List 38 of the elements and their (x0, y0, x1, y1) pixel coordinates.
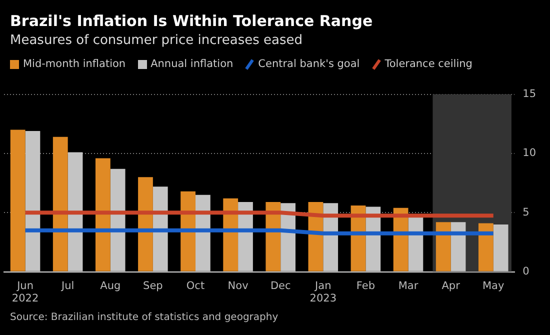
source-note: Source: Brazilian institute of statistics and geography (10, 312, 278, 323)
y-tick-label: 0 (522, 266, 530, 278)
x-tick-label: May (482, 280, 504, 292)
bar (10, 130, 26, 272)
bar (436, 222, 451, 272)
legend-label: Annual inflation (150, 58, 234, 70)
legend-label: Central bank's goal (258, 58, 360, 70)
bar (478, 223, 494, 272)
bar (25, 130, 40, 272)
y-tick-label: 5 (522, 206, 530, 218)
x-tick-label: Dec (270, 280, 291, 292)
bar (493, 224, 508, 272)
bar (52, 136, 68, 272)
x-tick-label: Apr (442, 280, 461, 292)
x-tick-label: Sep (143, 280, 164, 292)
bar (138, 177, 153, 272)
y-tick-label: 15 (522, 88, 536, 100)
x-tick-label: Jul (60, 280, 74, 292)
bar (408, 217, 424, 272)
x-tick-label: Jan 2023 (310, 280, 337, 304)
bar (152, 186, 168, 272)
x-tick-label: Feb (356, 280, 376, 292)
bar (180, 191, 196, 272)
x-tick-label: Oct (186, 280, 205, 292)
x-tick-label: Jun 2022 (12, 280, 39, 304)
x-tick-label: Aug (100, 280, 121, 292)
bar (110, 168, 126, 272)
bar (450, 222, 466, 272)
bar (68, 152, 83, 272)
y-tick-label: 10 (522, 147, 536, 160)
x-tick-label: Mar (398, 280, 419, 292)
bar (95, 158, 110, 272)
x-tick-label: Nov (228, 280, 248, 292)
chart-subtitle: Measures of consumer price increases eased (10, 33, 302, 48)
bar (223, 198, 238, 272)
legend-label: Mid-month inflation (23, 58, 126, 70)
legend-label: Tolerance ceiling (384, 58, 472, 70)
chart-title: Brazil's Inflation Is Within Tolerance Range (10, 12, 373, 30)
